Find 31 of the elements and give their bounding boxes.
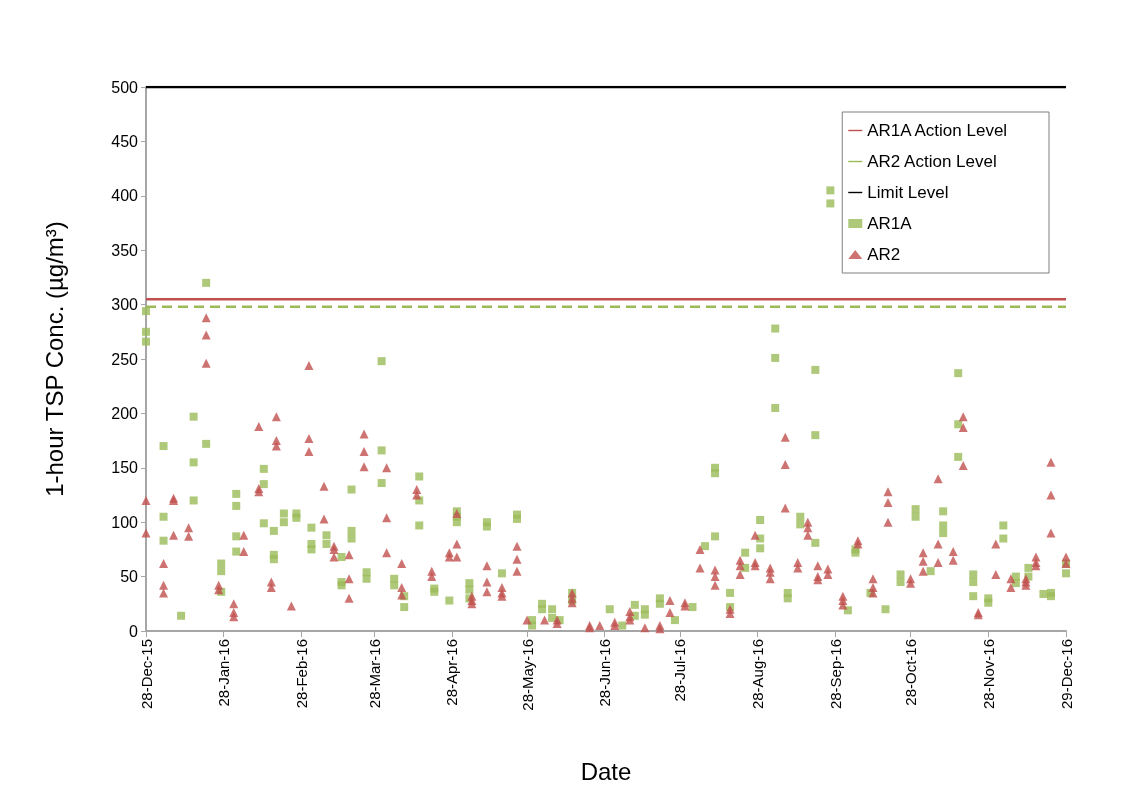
x-tick-label: 28-Sep-16 (826, 639, 844, 710)
x-tick-label: 29-Dec-16 (1057, 639, 1075, 710)
legend-label: AR1A (867, 214, 913, 233)
y-tick-label: 50 (120, 568, 139, 586)
x-tick-label: 28-Jul-16 (671, 639, 689, 702)
x-tick-label: 28-Nov-16 (979, 639, 997, 710)
y-tick-label: 150 (111, 459, 139, 477)
x-tick-label: 28-Feb-16 (292, 639, 310, 709)
y-tick-label: 450 (111, 132, 139, 150)
x-tick-label: 28-Mar-16 (365, 639, 383, 709)
y-axis-title: 1-hour TSP Conc. (µg/m³) (40, 221, 68, 497)
x-tick-label: 28-Dec-15 (137, 639, 155, 710)
x-tick-label: 28-Oct-16 (902, 639, 920, 706)
y-tick-label: 200 (111, 404, 139, 422)
x-axis-title: Date (580, 757, 632, 785)
legend-label: AR2 (867, 245, 901, 264)
x-tick-label: 28-May-16 (518, 639, 536, 711)
y-tick-label: 350 (111, 241, 139, 259)
y-tick-label: 400 (111, 187, 139, 205)
legend-label: AR2 Action Level (867, 152, 997, 171)
legend-label: AR1A Action Level (867, 121, 1008, 140)
x-tick-label: 28-Apr-16 (443, 639, 461, 706)
x-tick-label: 28-Aug-16 (749, 639, 767, 710)
y-tick-label: 250 (111, 350, 139, 368)
legend-label: Limit Level (867, 183, 949, 202)
y-tick-label: 0 (129, 622, 139, 640)
x-tick-label: 28-Jan-16 (215, 639, 233, 707)
y-tick-label: 500 (111, 78, 139, 96)
y-tick-label: 300 (111, 296, 139, 314)
x-tick-label: 28-Jun-16 (596, 639, 614, 707)
y-tick-label: 100 (111, 513, 139, 531)
